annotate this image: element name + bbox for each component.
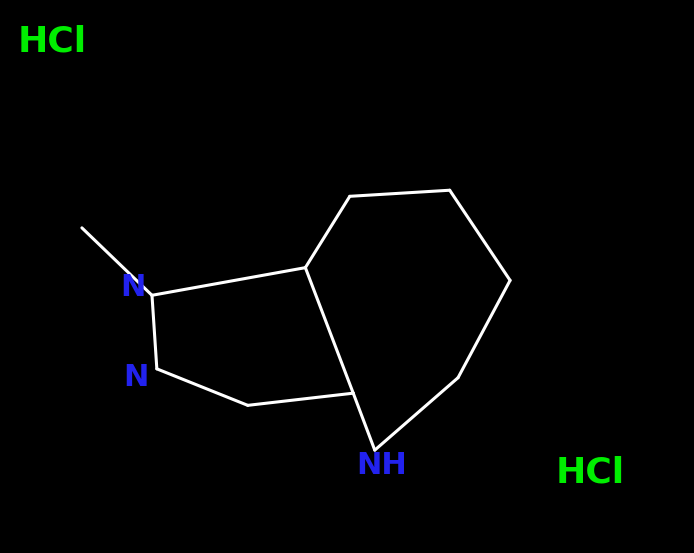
Text: N: N (124, 363, 149, 392)
Text: N: N (120, 273, 145, 301)
Text: HCl: HCl (555, 456, 625, 489)
Text: NH: NH (356, 451, 407, 480)
Text: HCl: HCl (17, 25, 87, 59)
